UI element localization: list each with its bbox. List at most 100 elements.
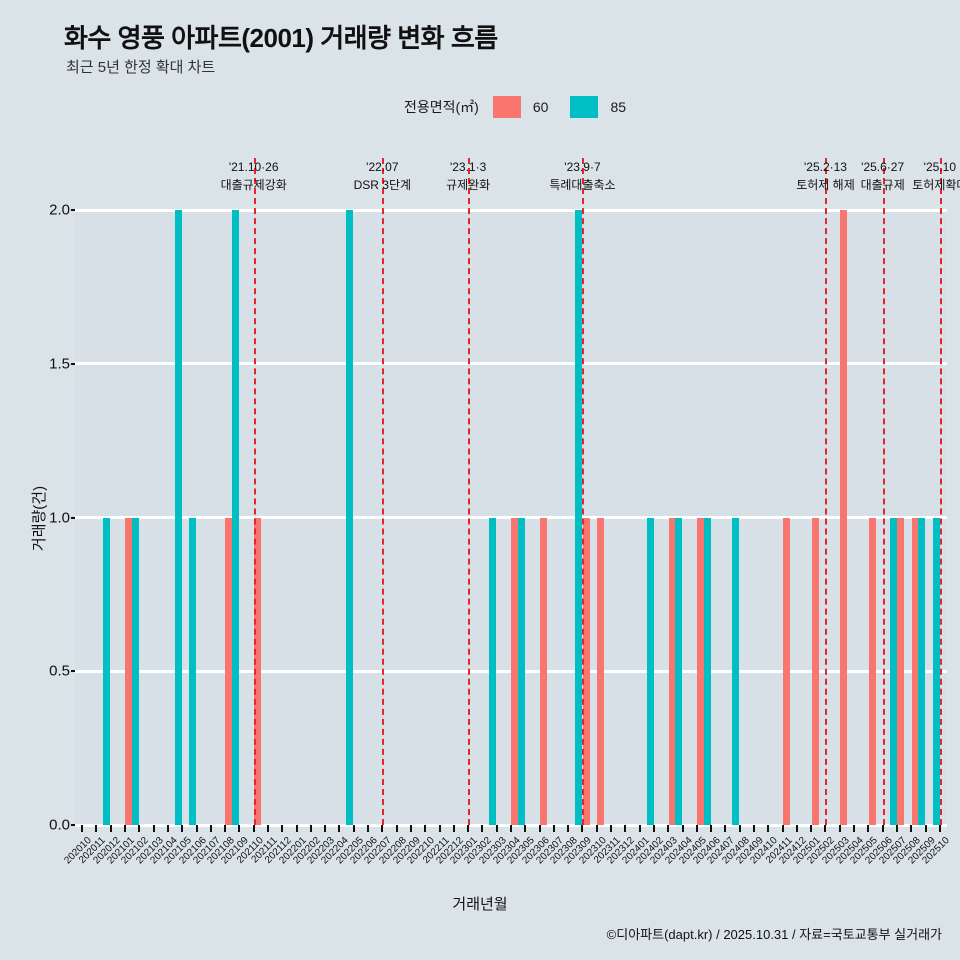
annotation-date: '25.6·27 bbox=[861, 160, 905, 174]
x-axis-tick-mark bbox=[109, 825, 112, 832]
x-axis-tick-mark bbox=[495, 825, 498, 832]
chart-bar bbox=[189, 517, 197, 825]
x-axis-tick-mark bbox=[281, 825, 284, 832]
x-axis-tick-mark bbox=[753, 825, 756, 832]
annotation-date: '25.2·13 bbox=[803, 160, 847, 174]
x-axis-tick-mark bbox=[853, 825, 856, 832]
y-axis-tick-mark bbox=[71, 824, 78, 826]
x-axis-tick-mark bbox=[367, 825, 370, 832]
gridline bbox=[75, 362, 947, 366]
x-axis-tick-mark bbox=[266, 825, 269, 832]
x-axis-tick-mark bbox=[166, 825, 169, 832]
annotation-label: '21.10·26 대출규제강화 bbox=[221, 158, 287, 194]
x-axis-tick-mark bbox=[209, 825, 212, 832]
plot-area bbox=[75, 158, 947, 827]
annotation-line bbox=[882, 158, 885, 825]
chart-bar bbox=[782, 517, 790, 825]
annotation-label: '25.2·13 토허제 해제 bbox=[796, 158, 855, 194]
x-axis-tick-mark bbox=[738, 825, 741, 832]
x-axis-tick-mark bbox=[195, 825, 198, 832]
chart-bar bbox=[346, 210, 354, 825]
x-axis-tick-mark bbox=[724, 825, 727, 832]
legend-title: 전용면적(㎡) bbox=[404, 99, 479, 115]
annotation-date: '23.9·7 bbox=[564, 160, 601, 174]
x-axis-tick-mark bbox=[538, 825, 541, 832]
annotation-date: '25.10 bbox=[923, 160, 957, 174]
chart-bar bbox=[517, 517, 525, 825]
y-axis-tick-label: 2.0 bbox=[49, 201, 70, 219]
x-axis-tick-mark bbox=[295, 825, 298, 832]
x-axis-tick-mark bbox=[938, 825, 941, 832]
y-axis-tick-label: 0.0 bbox=[49, 816, 70, 834]
x-axis-tick-mark bbox=[681, 825, 684, 832]
x-axis-tick-mark bbox=[895, 825, 898, 832]
x-axis-tick-mark bbox=[610, 825, 613, 832]
annotation-date: '22.07 bbox=[366, 160, 399, 174]
x-axis: 202010 202011 202012 202101 202102 202103 2021… bbox=[63, 825, 952, 895]
gridline bbox=[75, 208, 947, 212]
footer-credit: ©디아파트(dapt.kr) / 2025.10.31 / 자료=국토교통부 실… bbox=[606, 927, 942, 942]
annotation-line bbox=[382, 158, 385, 825]
annotation-line bbox=[939, 158, 942, 825]
annotation-text: 토허제확대 bbox=[912, 178, 960, 192]
legend-label-60: 60 bbox=[532, 99, 549, 115]
x-axis-tick-mark bbox=[309, 825, 312, 832]
chart-bar bbox=[539, 517, 547, 825]
x-axis-tick-mark bbox=[567, 825, 570, 832]
x-axis-tick-mark bbox=[552, 825, 555, 832]
page-subtitle: 최근 5년 한정 확대 차트 bbox=[66, 59, 216, 76]
chart-bar bbox=[582, 517, 590, 825]
x-axis-tick-mark bbox=[152, 825, 155, 832]
x-axis-tick-mark bbox=[452, 825, 455, 832]
x-axis-tick-mark bbox=[181, 825, 184, 832]
y-axis-tick-mark bbox=[71, 362, 78, 365]
x-axis-tick-mark bbox=[481, 825, 484, 832]
chart-bar bbox=[103, 517, 111, 825]
x-axis-tick-mark bbox=[595, 825, 598, 832]
x-axis-tick-mark bbox=[238, 825, 241, 832]
annotation-date: '23.1·3 bbox=[449, 160, 487, 174]
chart-bar bbox=[489, 517, 497, 825]
y-axis: 0.0 0.5 1.0 1.5 2.0 bbox=[12, 202, 78, 834]
x-axis-tick-mark bbox=[695, 825, 698, 832]
annotation-text: 특례대출축소 bbox=[549, 178, 616, 192]
annotation-text: 대출규제 bbox=[860, 178, 905, 192]
x-axis-tick-mark bbox=[224, 825, 227, 832]
x-axis-tick-mark bbox=[638, 825, 641, 832]
x-axis-tick-mark bbox=[667, 825, 670, 832]
y-axis-tick-label: 0.5 bbox=[49, 662, 70, 680]
x-axis-tick-mark bbox=[795, 825, 798, 832]
x-axis-tick-mark bbox=[524, 825, 527, 832]
chart-bar bbox=[511, 517, 519, 825]
x-axis-tick-mark bbox=[467, 825, 470, 832]
x-axis-tick-mark bbox=[124, 825, 127, 832]
chart-bar bbox=[918, 517, 926, 825]
annotation-text: 대출규제강화 bbox=[220, 178, 287, 192]
y-axis-title: 거래량(건) bbox=[31, 485, 49, 551]
annotation-label: '22.07 DSR 3단계 bbox=[354, 158, 411, 194]
x-axis-tick-mark bbox=[95, 825, 98, 832]
x-axis-tick-mark bbox=[810, 825, 813, 832]
legend-swatch-85 bbox=[570, 96, 599, 118]
x-axis-tick-mark bbox=[924, 825, 927, 832]
chart-bar bbox=[697, 517, 705, 825]
annotation-label: '25.6·27 대출규제 bbox=[861, 158, 905, 194]
x-axis-tick-mark bbox=[767, 825, 770, 832]
y-axis-tick-mark bbox=[71, 670, 78, 673]
x-axis-tick-mark bbox=[81, 825, 84, 832]
x-axis-tick-mark bbox=[652, 825, 655, 832]
x-axis-tick-mark bbox=[781, 825, 784, 832]
y-axis-tick-label: 1.5 bbox=[49, 355, 70, 373]
annotation-date: '21.10·26 bbox=[228, 160, 279, 174]
x-axis-tick-mark bbox=[395, 825, 398, 832]
x-axis-tick-mark bbox=[324, 825, 327, 832]
x-axis-tick-mark bbox=[138, 825, 141, 832]
annotation-line bbox=[825, 158, 828, 825]
x-axis-tick-mark bbox=[881, 825, 884, 832]
annotation-label: '23.1·3 규제완화 bbox=[446, 158, 490, 194]
annotation-line bbox=[253, 158, 256, 825]
x-axis-tick-mark bbox=[510, 825, 512, 832]
chart-bar bbox=[174, 210, 182, 825]
x-axis-tick-mark bbox=[381, 825, 384, 832]
x-axis-tick-mark bbox=[352, 825, 355, 832]
